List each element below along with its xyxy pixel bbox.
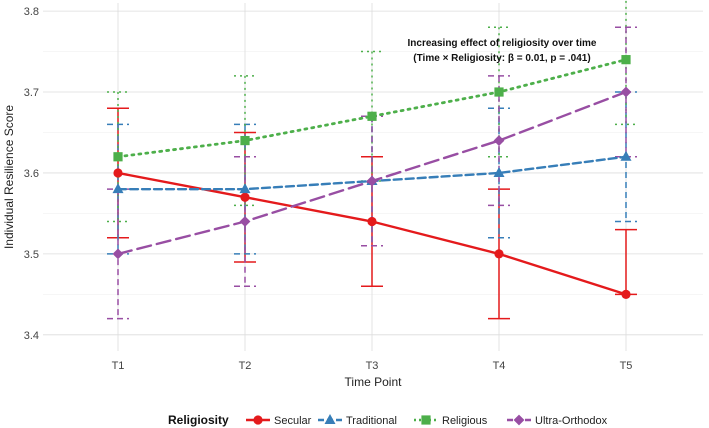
x-tick-label: T5 <box>620 360 633 372</box>
errorbar-religious-t5 <box>615 0 637 126</box>
legend-label-religious: Religious <box>442 415 488 427</box>
errorbar-religious-t4 <box>488 26 510 158</box>
point-traditional-t2 <box>239 183 251 194</box>
annotation-line-1: Increasing effect of religiosity over ti… <box>408 38 597 49</box>
point-ultra-orthodox-t2 <box>239 216 251 227</box>
point-secular-t4 <box>494 249 504 259</box>
point-traditional-t1 <box>112 183 124 194</box>
point-secular-t5 <box>621 289 631 299</box>
errorbar-religious-t2 <box>234 75 256 207</box>
y-tick-label: 3.4 <box>24 330 39 342</box>
legend-marker-ultra-orthodox <box>513 414 525 426</box>
point-religious-t3 <box>367 111 377 121</box>
point-ultra-orthodox-t5 <box>620 86 632 98</box>
x-tick-label: T2 <box>239 360 252 372</box>
point-secular-t1 <box>113 168 123 178</box>
point-ultra-orthodox-t1 <box>112 248 124 260</box>
legend-label-ultra-orthodox: Ultra-Orthodox <box>535 415 608 427</box>
legend: Religiosity Secular Traditional Religious U… <box>168 413 608 427</box>
x-tick-label: T4 <box>493 360 506 372</box>
x-tick-label: T3 <box>366 360 379 372</box>
y-tick-label: 3.7 <box>24 87 39 99</box>
annotation-line-2: (Time × Religiosity: β = 0.01, p = .041) <box>413 53 590 64</box>
y-axis-label: Individual Resilience Score <box>2 105 16 249</box>
series-markers <box>112 55 632 299</box>
point-secular-t3 <box>367 216 377 227</box>
legend-title: Religiosity <box>168 413 229 427</box>
x-tick-label: T1 <box>112 360 125 372</box>
x-axis-ticks: T1 T2 T3 T4 T5 <box>112 360 633 372</box>
errorbar-religious-t1 <box>107 91 129 223</box>
y-axis-ticks: 3.4 3.5 3.6 3.7 3.8 <box>24 6 39 342</box>
point-ultra-orthodox-t3 <box>366 175 378 187</box>
point-religious-t1 <box>113 152 123 162</box>
point-religious-t2 <box>240 135 250 146</box>
legend-marker-secular <box>253 415 263 425</box>
point-ultra-orthodox-t4 <box>493 135 505 146</box>
legend-marker-religious <box>421 415 431 425</box>
point-religious-t4 <box>494 87 504 97</box>
errorbar-religious-t3 <box>361 50 383 182</box>
y-tick-label: 3.6 <box>24 168 39 180</box>
point-traditional-t5 <box>620 150 632 161</box>
y-tick-label: 3.8 <box>24 6 39 18</box>
point-traditional-t4 <box>493 166 505 177</box>
legend-label-traditional: Traditional <box>346 415 397 427</box>
point-secular-t2 <box>240 192 250 202</box>
legend-marker-traditional <box>324 414 336 424</box>
point-religious-t5 <box>621 55 631 65</box>
legend-label-secular: Secular <box>274 415 312 427</box>
line-religious <box>116 58 628 159</box>
y-tick-label: 3.5 <box>24 249 39 261</box>
x-axis-label: Time Point <box>345 375 403 389</box>
